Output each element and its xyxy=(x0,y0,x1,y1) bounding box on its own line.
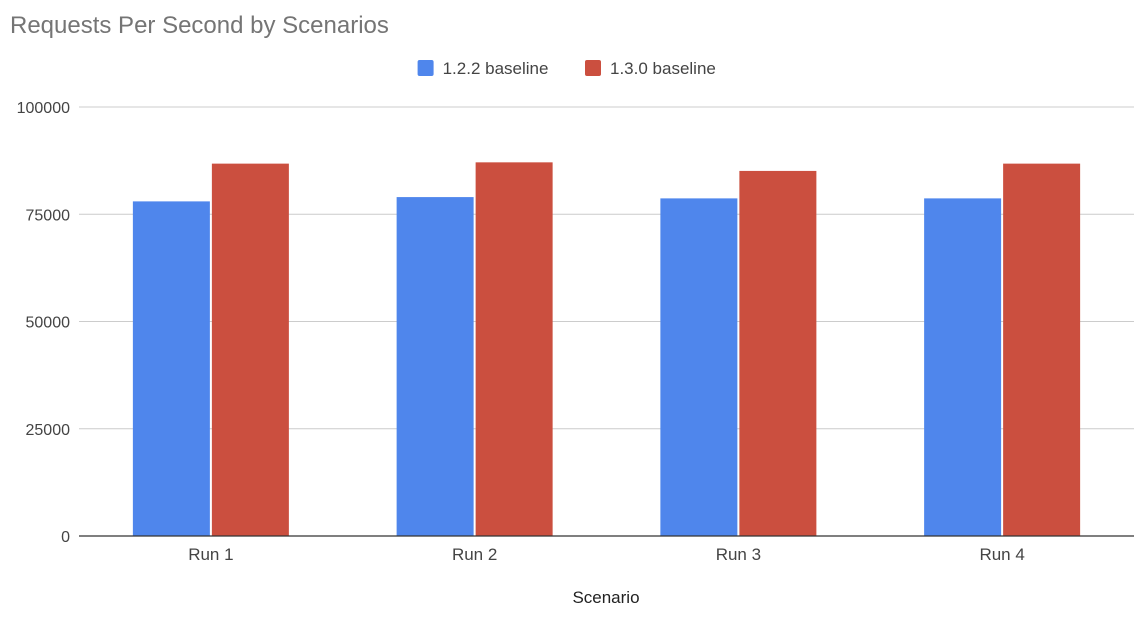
legend-swatch xyxy=(585,60,601,76)
bars xyxy=(132,162,1081,537)
y-tick-label: 0 xyxy=(61,529,70,546)
y-tick-label: 25000 xyxy=(26,422,71,439)
x-tick-label: Run 1 xyxy=(188,545,233,564)
bar xyxy=(739,170,817,536)
legend: 1.2.2 baseline 1.3.0 baseline xyxy=(417,59,716,78)
legend-swatch xyxy=(417,60,434,76)
bar xyxy=(211,163,289,537)
chart-title: Requests Per Second by Scenarios xyxy=(10,12,389,39)
x-axis-title: Scenario xyxy=(572,588,639,607)
y-tick-label: 75000 xyxy=(26,207,71,224)
bar xyxy=(475,162,553,536)
bar xyxy=(660,198,738,536)
bar xyxy=(396,197,474,536)
bar xyxy=(924,198,1002,536)
y-tick-label: 50000 xyxy=(26,315,71,332)
legend-label: 1.2.2 baseline xyxy=(443,59,549,78)
y-tick-label: 100000 xyxy=(17,100,70,117)
bar xyxy=(132,201,210,536)
x-tick-label: Run 3 xyxy=(716,545,761,564)
bar xyxy=(1003,163,1081,537)
x-tick-label: Run 2 xyxy=(452,545,497,564)
x-tick-label: Run 4 xyxy=(979,545,1024,564)
legend-label: 1.3.0 baseline xyxy=(610,59,716,78)
x-axis-ticks: Run 1 Run 2 Run 3 Run 4 xyxy=(188,545,1025,564)
y-axis-ticks: 0 25000 50000 75000 100000 xyxy=(17,100,70,546)
